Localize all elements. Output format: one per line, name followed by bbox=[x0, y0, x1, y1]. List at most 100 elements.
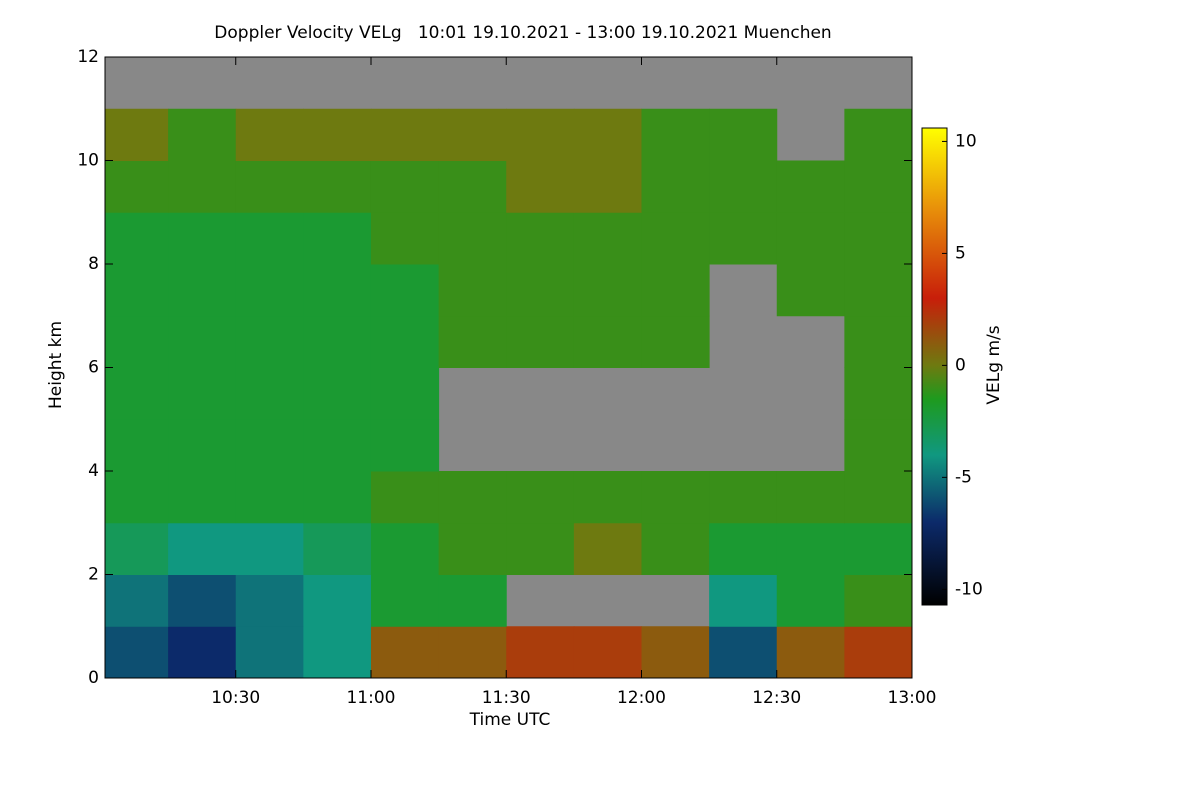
heatmap-cell bbox=[168, 471, 237, 524]
heatmap-cell bbox=[776, 574, 845, 627]
heatmap-cell bbox=[776, 160, 845, 213]
heatmap-cell bbox=[776, 626, 845, 679]
heatmap-cell bbox=[844, 626, 913, 679]
heatmap-cell bbox=[105, 315, 169, 368]
heatmap-cell bbox=[709, 574, 778, 627]
heatmap-cell bbox=[573, 471, 642, 524]
heatmap-cell bbox=[235, 419, 304, 472]
heatmap-cell bbox=[370, 574, 440, 627]
heatmap-cell bbox=[370, 315, 440, 368]
heatmap-cell bbox=[776, 471, 845, 524]
x-tick-label: 11:30 bbox=[482, 688, 531, 708]
heatmap-cell bbox=[709, 108, 778, 161]
y-tick-label: 0 bbox=[88, 668, 99, 688]
heatmap-cell bbox=[370, 212, 440, 265]
heatmap-cell bbox=[641, 522, 710, 575]
heatmap-cell bbox=[844, 264, 913, 317]
x-axis-label: Time UTC bbox=[469, 710, 551, 730]
heatmap-cell bbox=[438, 315, 507, 368]
heatmap-cell bbox=[641, 315, 710, 368]
heatmap-cell bbox=[105, 212, 169, 265]
heatmap-cell bbox=[105, 108, 169, 161]
heatmap-cell bbox=[168, 108, 237, 161]
heatmap-cell bbox=[573, 264, 642, 317]
heatmap-cell bbox=[641, 212, 710, 265]
heatmap-cell bbox=[709, 626, 778, 679]
heatmap-cell bbox=[168, 160, 237, 213]
heatmap-cell bbox=[709, 212, 778, 265]
heatmap-cell bbox=[303, 108, 372, 161]
y-axis-label: Height km bbox=[46, 321, 66, 409]
heatmap-cell bbox=[573, 108, 642, 161]
heatmap-cell bbox=[573, 160, 642, 213]
heatmap-cell bbox=[370, 160, 440, 213]
heatmap-cell bbox=[844, 108, 913, 161]
heatmap-cell bbox=[844, 367, 913, 420]
heatmap-cell bbox=[844, 471, 913, 524]
heatmap-cell bbox=[709, 471, 778, 524]
heatmap-cell bbox=[844, 212, 913, 265]
heatmap-cell bbox=[303, 160, 372, 213]
heatmap-cell bbox=[438, 522, 507, 575]
heatmap-cell bbox=[438, 264, 507, 317]
heatmap-cell bbox=[235, 315, 304, 368]
colorbar-tick-label: 0 bbox=[955, 355, 966, 375]
x-tick-label: 12:30 bbox=[752, 688, 801, 708]
heatmap-cell bbox=[303, 264, 372, 317]
heatmap-cell bbox=[235, 522, 304, 575]
heatmap-cell bbox=[709, 522, 778, 575]
heatmap-cell bbox=[105, 626, 169, 679]
heatmap-cell bbox=[370, 471, 440, 524]
x-tick-label: 10:30 bbox=[211, 688, 260, 708]
heatmap-cell bbox=[438, 471, 507, 524]
heatmap-cell bbox=[438, 626, 507, 679]
heatmap-cell bbox=[506, 471, 575, 524]
heatmap-cell bbox=[303, 626, 372, 679]
y-tick-label: 8 bbox=[88, 254, 99, 274]
heatmap-cell bbox=[235, 574, 304, 627]
heatmap-cell bbox=[641, 160, 710, 213]
x-tick-label: 13:00 bbox=[888, 688, 937, 708]
colorbar-tick-label: 10 bbox=[955, 131, 977, 151]
heatmap-cell bbox=[844, 522, 913, 575]
heatmap-cell bbox=[168, 367, 237, 420]
y-tick-label: 6 bbox=[88, 358, 99, 378]
heatmap-cell bbox=[235, 212, 304, 265]
heatmap-cell bbox=[235, 108, 304, 161]
heatmap-cell bbox=[370, 522, 440, 575]
heatmap-cell bbox=[105, 367, 169, 420]
heatmap-cell bbox=[370, 108, 440, 161]
heatmap-cell bbox=[438, 574, 507, 627]
colorbar-tick-label: -5 bbox=[955, 467, 972, 487]
heatmap-cell bbox=[641, 471, 710, 524]
heatmap-cell bbox=[844, 160, 913, 213]
heatmap-cell bbox=[506, 264, 575, 317]
heatmap-cell bbox=[303, 574, 372, 627]
y-tick-label: 10 bbox=[77, 151, 99, 171]
x-tick-label: 12:00 bbox=[617, 688, 666, 708]
y-tick-label: 2 bbox=[88, 565, 99, 585]
heatmap-cell bbox=[303, 315, 372, 368]
heatmap-cell bbox=[641, 626, 710, 679]
colorbar-tick-label: -10 bbox=[955, 579, 983, 599]
heatmap-cell bbox=[776, 522, 845, 575]
heatmap-cell bbox=[105, 419, 169, 472]
heatmap-cell bbox=[303, 367, 372, 420]
heatmap-cell bbox=[168, 522, 237, 575]
heatmap-cell bbox=[438, 160, 507, 213]
heatmap-cell bbox=[303, 471, 372, 524]
heatmap-cell bbox=[776, 212, 845, 265]
heatmap-cell bbox=[370, 367, 440, 420]
colorbar bbox=[921, 127, 948, 606]
heatmap-cell bbox=[844, 574, 913, 627]
heatmap-cell bbox=[506, 108, 575, 161]
heatmap-cell bbox=[506, 212, 575, 265]
heatmap-cell bbox=[105, 471, 169, 524]
heatmap-cell bbox=[168, 315, 237, 368]
heatmap-cell bbox=[303, 522, 372, 575]
heatmap-cell bbox=[573, 522, 642, 575]
y-tick-label: 4 bbox=[88, 461, 99, 481]
heatmap-cell bbox=[235, 626, 304, 679]
heatmap-cell bbox=[506, 522, 575, 575]
